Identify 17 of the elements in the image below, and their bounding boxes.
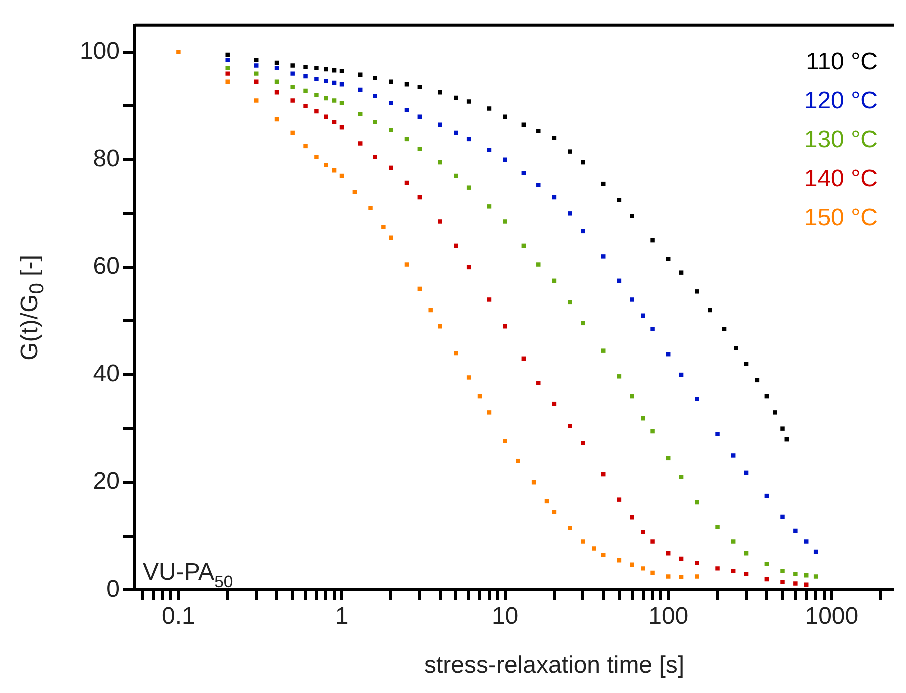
y-tick-label: 20: [93, 468, 120, 496]
x-tick-label: 1000: [805, 603, 859, 630]
y-tick-label: 80: [93, 146, 120, 172]
y-tick-label: 60: [93, 253, 120, 280]
x-tick-label: 100: [648, 603, 689, 630]
x-tick-label: 10: [492, 603, 519, 630]
text: 120 °C: [804, 87, 878, 114]
y-tick-label: 40: [93, 360, 120, 388]
y-tick-label: 0: [106, 576, 120, 603]
x-axis-title: stress-relaxation time [s]: [424, 652, 685, 679]
text: 110 °C: [806, 48, 878, 76]
text: 130 °C: [804, 126, 878, 154]
text: 150 °C: [804, 204, 878, 232]
y-tick-label: 100: [80, 38, 120, 65]
text: 140 °C: [804, 165, 878, 192]
x-tick-label: 0.1: [162, 603, 196, 630]
x-tick-label: 1: [335, 603, 349, 630]
